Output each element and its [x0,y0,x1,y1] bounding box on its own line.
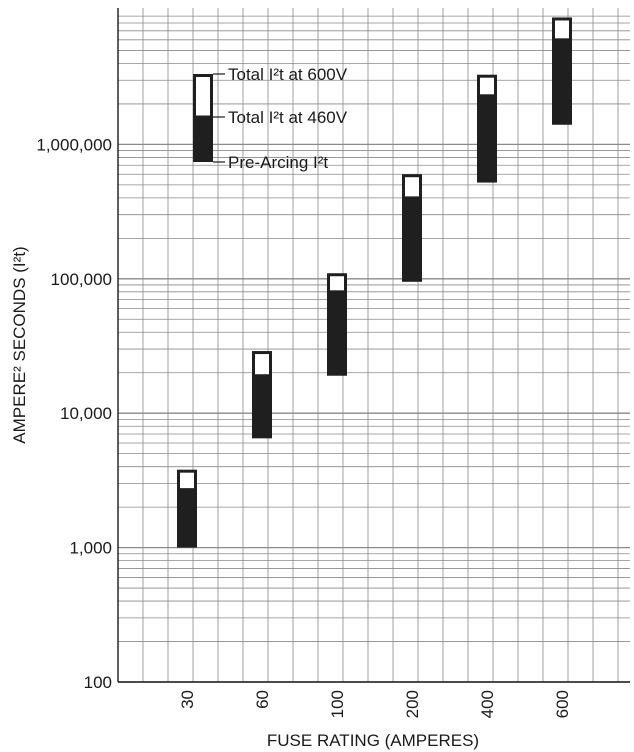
bar-total-600v-600 [552,17,572,42]
y-tick-label: 10,000 [60,404,112,423]
bar-pre-arcing-100 [327,291,347,376]
y-axis-title: AMPERE² SECONDS (I²t) [10,246,29,443]
bar-total-600v-400 [477,74,497,98]
x-axis-title: FUSE RATING (AMPERES) [267,731,479,750]
legend-swatch-total-600v [193,74,213,119]
legend: Total I²t at 600V Total I²t at 460V Pre-Ar… [193,65,348,172]
y-tick-label: 1,000,000 [36,135,112,154]
legend-swatch-pre-arcing [193,117,213,162]
x-tick-label: 600 [553,690,572,718]
legend-label: Total I²t at 600V [228,65,348,84]
bar-pre-arcing-60 [252,375,272,439]
bar-total-600v-100 [327,273,347,294]
legend-label: Pre-Arcing I²t [228,153,328,172]
tick-labels: 100 1,000 10,000 100,000 1,000,000 30 60 100 200… [36,135,572,718]
range-bars [177,17,572,548]
x-tick-label: 400 [478,690,497,718]
bar-pre-arcing-600 [552,39,572,125]
bar-total-600v-200 [402,174,422,200]
bar-total-600v-30 [177,469,197,492]
y-tick-label: 100 [84,673,112,692]
bar-pre-arcing-400 [477,95,497,183]
legend-label: Total I²t at 460V [228,108,348,127]
bar-pre-arcing-30 [177,489,197,548]
x-tick-label: 100 [328,690,347,718]
x-tick-label: 60 [253,690,272,709]
x-tick-label: 200 [403,690,422,718]
y-tick-label: 100,000 [51,270,112,289]
x-tick-label: 30 [178,690,197,709]
y-tick-label: 1,000 [69,539,112,558]
bar-pre-arcing-200 [402,197,422,282]
bar-total-600v-60 [252,351,272,378]
